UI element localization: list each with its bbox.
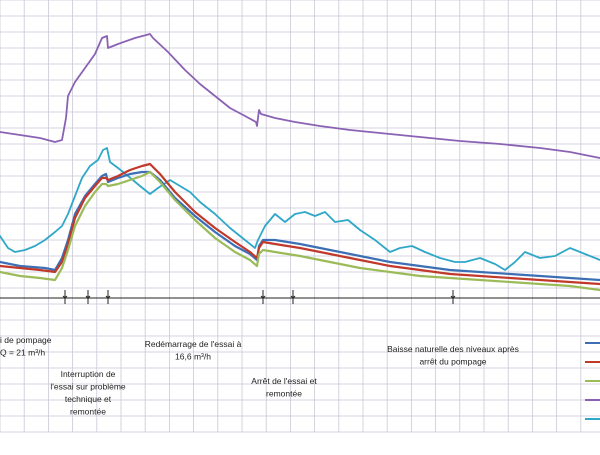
annotations: i de pompage Q = 21 m³/h Interruption de l'… [0,335,519,417]
annotation-label: Interruption de l'essai sur problème techn… [50,369,126,417]
event-tick [290,290,296,304]
annotation-label: Redémarrage de l'essai à 16,6 m³/h [145,339,242,362]
legend [585,342,600,420]
series-line [0,170,600,292]
annotation-label: Baisse naturelle des niveaux après arrêt … [387,344,519,367]
series-line [0,33,600,159]
event-tick [62,290,68,304]
event-timeline [0,290,600,304]
series-line [0,162,600,286]
event-tick [450,290,456,304]
grid [0,0,600,433]
event-tick [260,290,266,304]
event-tick [105,290,111,304]
series-line [0,170,600,282]
event-tick [85,290,91,304]
annotation-label: i de pompage Q = 21 m³/h [0,335,52,358]
series-group [0,33,600,292]
series-line [0,147,600,271]
annotation-label: Arrêt de l'essai et remontée [251,376,317,399]
